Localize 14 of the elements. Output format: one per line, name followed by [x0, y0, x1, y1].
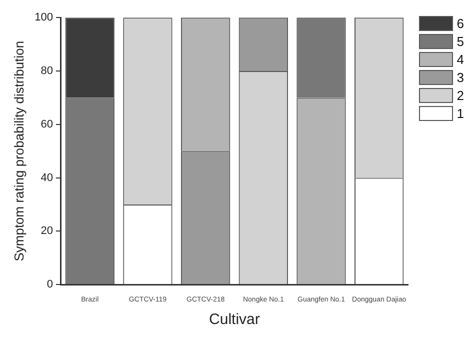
legend-label: 6	[456, 16, 464, 30]
y-tick-label: 60	[40, 118, 53, 130]
x-axis-title: Cultivar	[209, 311, 260, 328]
y-tick-label: 40	[40, 172, 53, 184]
legend-label: 3	[456, 70, 464, 84]
y-axis-title: Symptom rating probability distribution	[11, 40, 26, 262]
y-tick-label: 100	[34, 12, 53, 24]
legend-label: 5	[456, 34, 464, 48]
y-tick-label: 20	[40, 225, 53, 238]
legend-label: 1	[456, 106, 464, 120]
y-tick-label: 0	[46, 278, 53, 291]
legend-label: 4	[456, 52, 464, 66]
legend-label: 2	[456, 88, 464, 102]
y-tick-label: 80	[40, 65, 53, 78]
